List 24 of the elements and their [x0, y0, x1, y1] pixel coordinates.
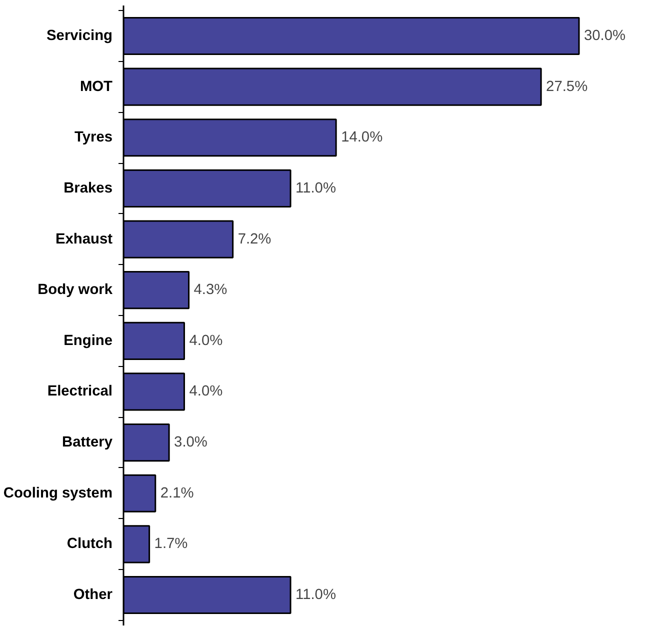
y-tick-label: Body work: [38, 282, 114, 298]
data-label: 3.0%: [174, 434, 208, 451]
data-label: 30.0%: [584, 28, 626, 44]
data-label: 4.0%: [189, 384, 223, 400]
data-label: 2.1%: [160, 485, 194, 502]
y-tick-label: Electrical: [47, 384, 113, 400]
y-tick-label: Exhaust: [55, 231, 113, 248]
y-tick-label: Other: [73, 587, 113, 604]
y-tick-label: Engine: [64, 332, 113, 349]
y-tick-label: Clutch: [66, 536, 113, 552]
y-tick-label: Tyres: [74, 130, 113, 146]
data-label: 4.0%: [189, 332, 223, 349]
data-label: 1.7%: [154, 536, 188, 552]
data-label: 4.3%: [194, 282, 228, 298]
y-tick-label: Servicing: [46, 28, 113, 44]
data-label: 11.0%: [296, 587, 336, 604]
data-label: 11.0%: [296, 180, 336, 196]
y-tick-label: Cooling system: [3, 485, 113, 502]
data-label: 7.2%: [238, 231, 272, 248]
data-label: 27.5%: [546, 78, 588, 95]
data-label: 14.0%: [341, 130, 383, 146]
y-tick-label: MOT: [80, 78, 113, 95]
y-tick-label: Battery: [62, 434, 114, 451]
y-tick-label: Brakes: [64, 180, 113, 196]
